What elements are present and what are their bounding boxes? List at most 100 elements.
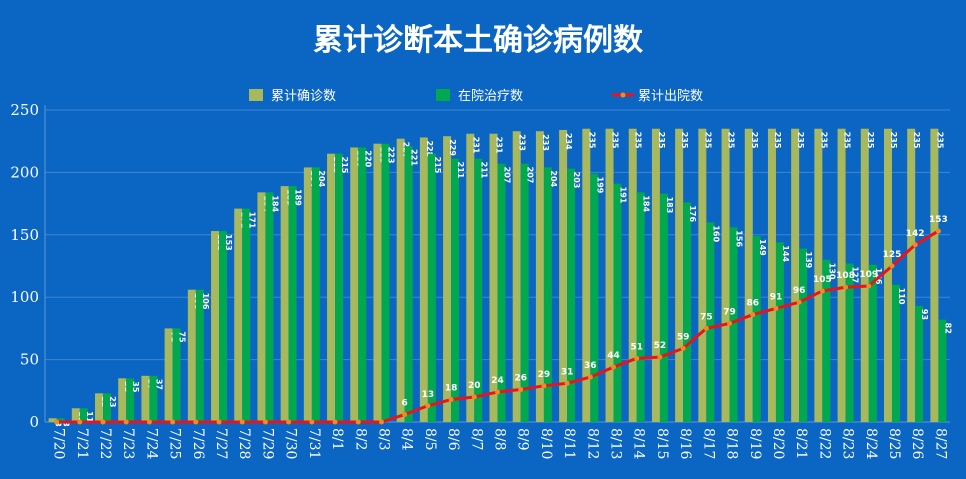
line-data-label: 26 (514, 374, 527, 384)
bar-cumulative-confirmed (675, 128, 684, 422)
bar-in-hospital (683, 202, 692, 422)
line-data-label: 91 (770, 292, 783, 302)
bar-in-hospital (358, 147, 367, 422)
bar-cumulative-confirmed (234, 208, 243, 422)
bar-in-hospital (659, 193, 668, 422)
x-tick-label: 8/10 (538, 428, 554, 459)
bar-in-hospital (474, 158, 483, 422)
bar-data-label: 231 (495, 137, 504, 154)
x-tick-label: 7/30 (283, 428, 299, 459)
bar-cumulative-confirmed (303, 167, 312, 422)
x-tick-label: 7/28 (236, 428, 252, 459)
bar-cumulative-confirmed (837, 128, 846, 422)
line-data-label: 109 (859, 270, 878, 280)
bar-data-label: 171 (247, 212, 256, 229)
line-point (355, 419, 361, 425)
bar-data-label: 229 (448, 139, 457, 156)
bar-cumulative-confirmed (95, 393, 104, 422)
line-point (495, 389, 500, 395)
line-point (796, 299, 802, 305)
line-point (843, 284, 849, 290)
line-point (750, 312, 756, 318)
line-point (587, 374, 593, 380)
bar-in-hospital (938, 319, 947, 422)
x-tick-label: 8/1 (329, 428, 345, 451)
bar-in-hospital (311, 167, 320, 422)
bar-data-label: 75 (178, 331, 187, 343)
line-data-label: 36 (584, 361, 597, 371)
line-point (448, 397, 454, 403)
x-tick-label: 8/3 (375, 428, 391, 451)
bar-data-label: 233 (518, 134, 527, 151)
bar-data-label: 215 (340, 157, 349, 174)
bar-in-hospital (265, 192, 274, 422)
bar-cumulative-confirmed (814, 128, 823, 422)
y-tick-label: 200 (10, 163, 39, 181)
bar-cumulative-confirmed (767, 128, 776, 422)
line-data-label: 51 (630, 342, 643, 352)
bar-data-label: 139 (804, 252, 813, 269)
line-point (100, 419, 106, 425)
line-point (935, 228, 941, 234)
line-data-label: 105 (813, 275, 832, 285)
line-point (727, 320, 733, 326)
bar-cumulative-confirmed (628, 128, 637, 422)
line-data-label: 18 (445, 384, 458, 394)
x-tick-label: 8/8 (492, 428, 508, 451)
legend-label: 累计出院数 (638, 89, 703, 104)
x-tick-label: 8/27 (932, 428, 948, 459)
legend-label: 在院治疗数 (458, 89, 523, 104)
line-data-label: 153 (929, 215, 948, 225)
bar-data-label: 215 (433, 157, 442, 174)
bar-data-label: 127 (851, 267, 860, 284)
x-tick-label: 8/2 (352, 428, 368, 451)
bar-data-label: 106 (201, 293, 210, 310)
bar-data-label: 184 (642, 195, 651, 212)
x-tick-label: 7/20 (51, 428, 67, 459)
bar-in-hospital (636, 192, 645, 422)
x-tick-label: 8/11 (561, 428, 577, 459)
x-tick-label: 8/17 (700, 428, 716, 459)
bar-cumulative-confirmed (141, 375, 150, 422)
line-point (889, 263, 895, 269)
bar-data-label: 191 (619, 187, 628, 204)
bar-cumulative-confirmed (187, 289, 196, 422)
bar-in-hospital (172, 328, 181, 422)
bar-cumulative-confirmed (350, 147, 359, 422)
line-point (146, 419, 152, 425)
line-point (286, 419, 292, 425)
bar-in-hospital (845, 263, 854, 422)
chart-title: 累计诊断本土确诊病例数 (313, 23, 644, 58)
bar-cumulative-confirmed (419, 137, 428, 422)
bar-cumulative-confirmed (396, 138, 405, 423)
x-tick-label: 8/9 (515, 428, 531, 451)
bar-in-hospital (149, 375, 158, 422)
line-point (657, 354, 663, 360)
line-data-label: 31 (561, 367, 574, 377)
bar-data-label: 3 (54, 421, 63, 427)
bar-in-hospital (590, 173, 599, 422)
bar-in-hospital (288, 186, 297, 422)
bar-data-label: 211 (479, 162, 488, 179)
bar-in-hospital (915, 305, 924, 422)
line-point (402, 412, 408, 418)
line-point (518, 387, 524, 393)
x-tick-label: 8/26 (909, 428, 925, 460)
bars: 3311112323353537377575106106153153171171… (48, 128, 952, 427)
bar-data-label: 153 (224, 234, 233, 251)
bar-in-hospital (868, 264, 877, 422)
line-point (564, 380, 570, 386)
bar-cumulative-confirmed (883, 128, 892, 422)
x-tick-label: 8/13 (608, 428, 624, 459)
bar-in-hospital (335, 153, 344, 422)
bar-in-hospital (195, 289, 204, 422)
bar-cumulative-confirmed (860, 128, 869, 422)
bar-cumulative-confirmed (605, 128, 614, 422)
x-tick-label: 8/12 (584, 428, 600, 459)
bar-in-hospital (752, 236, 761, 422)
x-axis: 7/20 7/21 7/22 7/23 7/24 7/25 7/26 7/27 7/28 7/29… (51, 428, 949, 460)
bar-in-hospital (706, 222, 715, 422)
bar-cumulative-confirmed (443, 136, 452, 422)
bar-data-label: 82 (943, 323, 952, 334)
bar-cumulative-confirmed (257, 192, 266, 422)
